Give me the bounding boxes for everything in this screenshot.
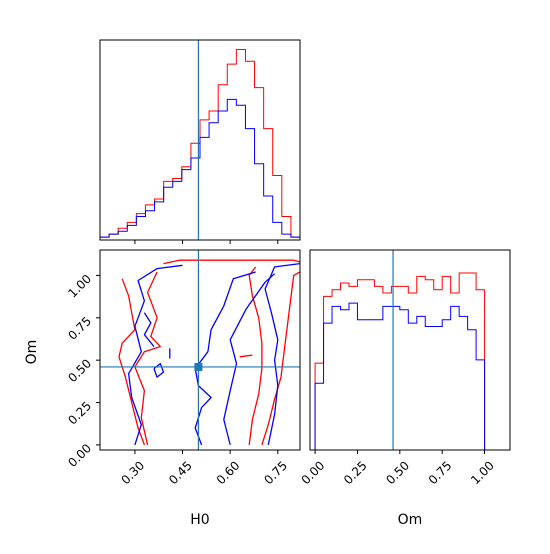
h0-hist-series-0 xyxy=(99,49,301,240)
contour-series-0-line-4 xyxy=(134,271,161,446)
om-hist-xtick-label-4: 1.00 xyxy=(468,458,497,487)
om-hist-xtick-label-0: 0.00 xyxy=(299,458,328,487)
contour-series-1-line-0 xyxy=(194,271,256,446)
contour-xtick-label-2: 0.60 xyxy=(214,458,243,487)
contour-layer xyxy=(118,259,300,446)
contour-series-1-line-2 xyxy=(264,262,300,446)
contour-ytick-label-0: 0.00 xyxy=(65,441,94,470)
contour-series-1-line-3 xyxy=(127,264,183,446)
om-hist-series-0 xyxy=(314,272,486,450)
h0-om-contour-panel: 0.30 0.45 0.60 0.75 0.00 0.25 0.50 0.75 1.00 xyxy=(65,249,301,487)
om-hist-xtick-label-2: 0.50 xyxy=(383,458,412,487)
contour-ytick-label-1: 0.25 xyxy=(65,399,94,428)
contour-xtick-label-3: 0.75 xyxy=(261,458,290,487)
om-hist-xtick-label-3: 0.75 xyxy=(426,458,455,487)
contour-series-1-line-5 xyxy=(153,362,165,378)
om-hist-series-1 xyxy=(314,302,486,450)
contour-ytick-label-4: 1.00 xyxy=(65,272,94,301)
contour-series-1-line-1 xyxy=(223,273,276,446)
h0-hist-series-1 xyxy=(99,98,301,240)
y-axis-label-om: Om xyxy=(24,340,40,365)
om-marginal-histogram: 0.00 0.25 0.50 0.75 1.00 xyxy=(299,249,511,487)
contour-ytick-label-2: 0.50 xyxy=(65,356,94,385)
contour-series-1-line-4 xyxy=(143,312,155,348)
contour-series-0-line-0 xyxy=(163,259,300,265)
h0-hist-frame xyxy=(99,39,301,241)
contour-series-0-line-5 xyxy=(239,354,253,358)
contour-series-0-line-1 xyxy=(261,271,300,446)
om-hist-frame xyxy=(309,249,511,451)
h0-marginal-histogram xyxy=(99,39,301,244)
contour-frame xyxy=(99,249,301,451)
contour-xtick-label-1: 0.45 xyxy=(166,458,195,487)
contour-series-0-line-2 xyxy=(248,266,263,445)
contour-ytick-label-3: 0.75 xyxy=(65,314,94,343)
x-axis-label-om: Om xyxy=(398,512,423,528)
om-hist-xtick-label-1: 0.25 xyxy=(341,458,370,487)
truth-point-marker xyxy=(194,362,203,371)
x-axis-label-h0: H0 xyxy=(190,512,209,528)
contour-xtick-label-0: 0.30 xyxy=(118,458,147,487)
contour-series-0-line-3 xyxy=(118,278,146,446)
